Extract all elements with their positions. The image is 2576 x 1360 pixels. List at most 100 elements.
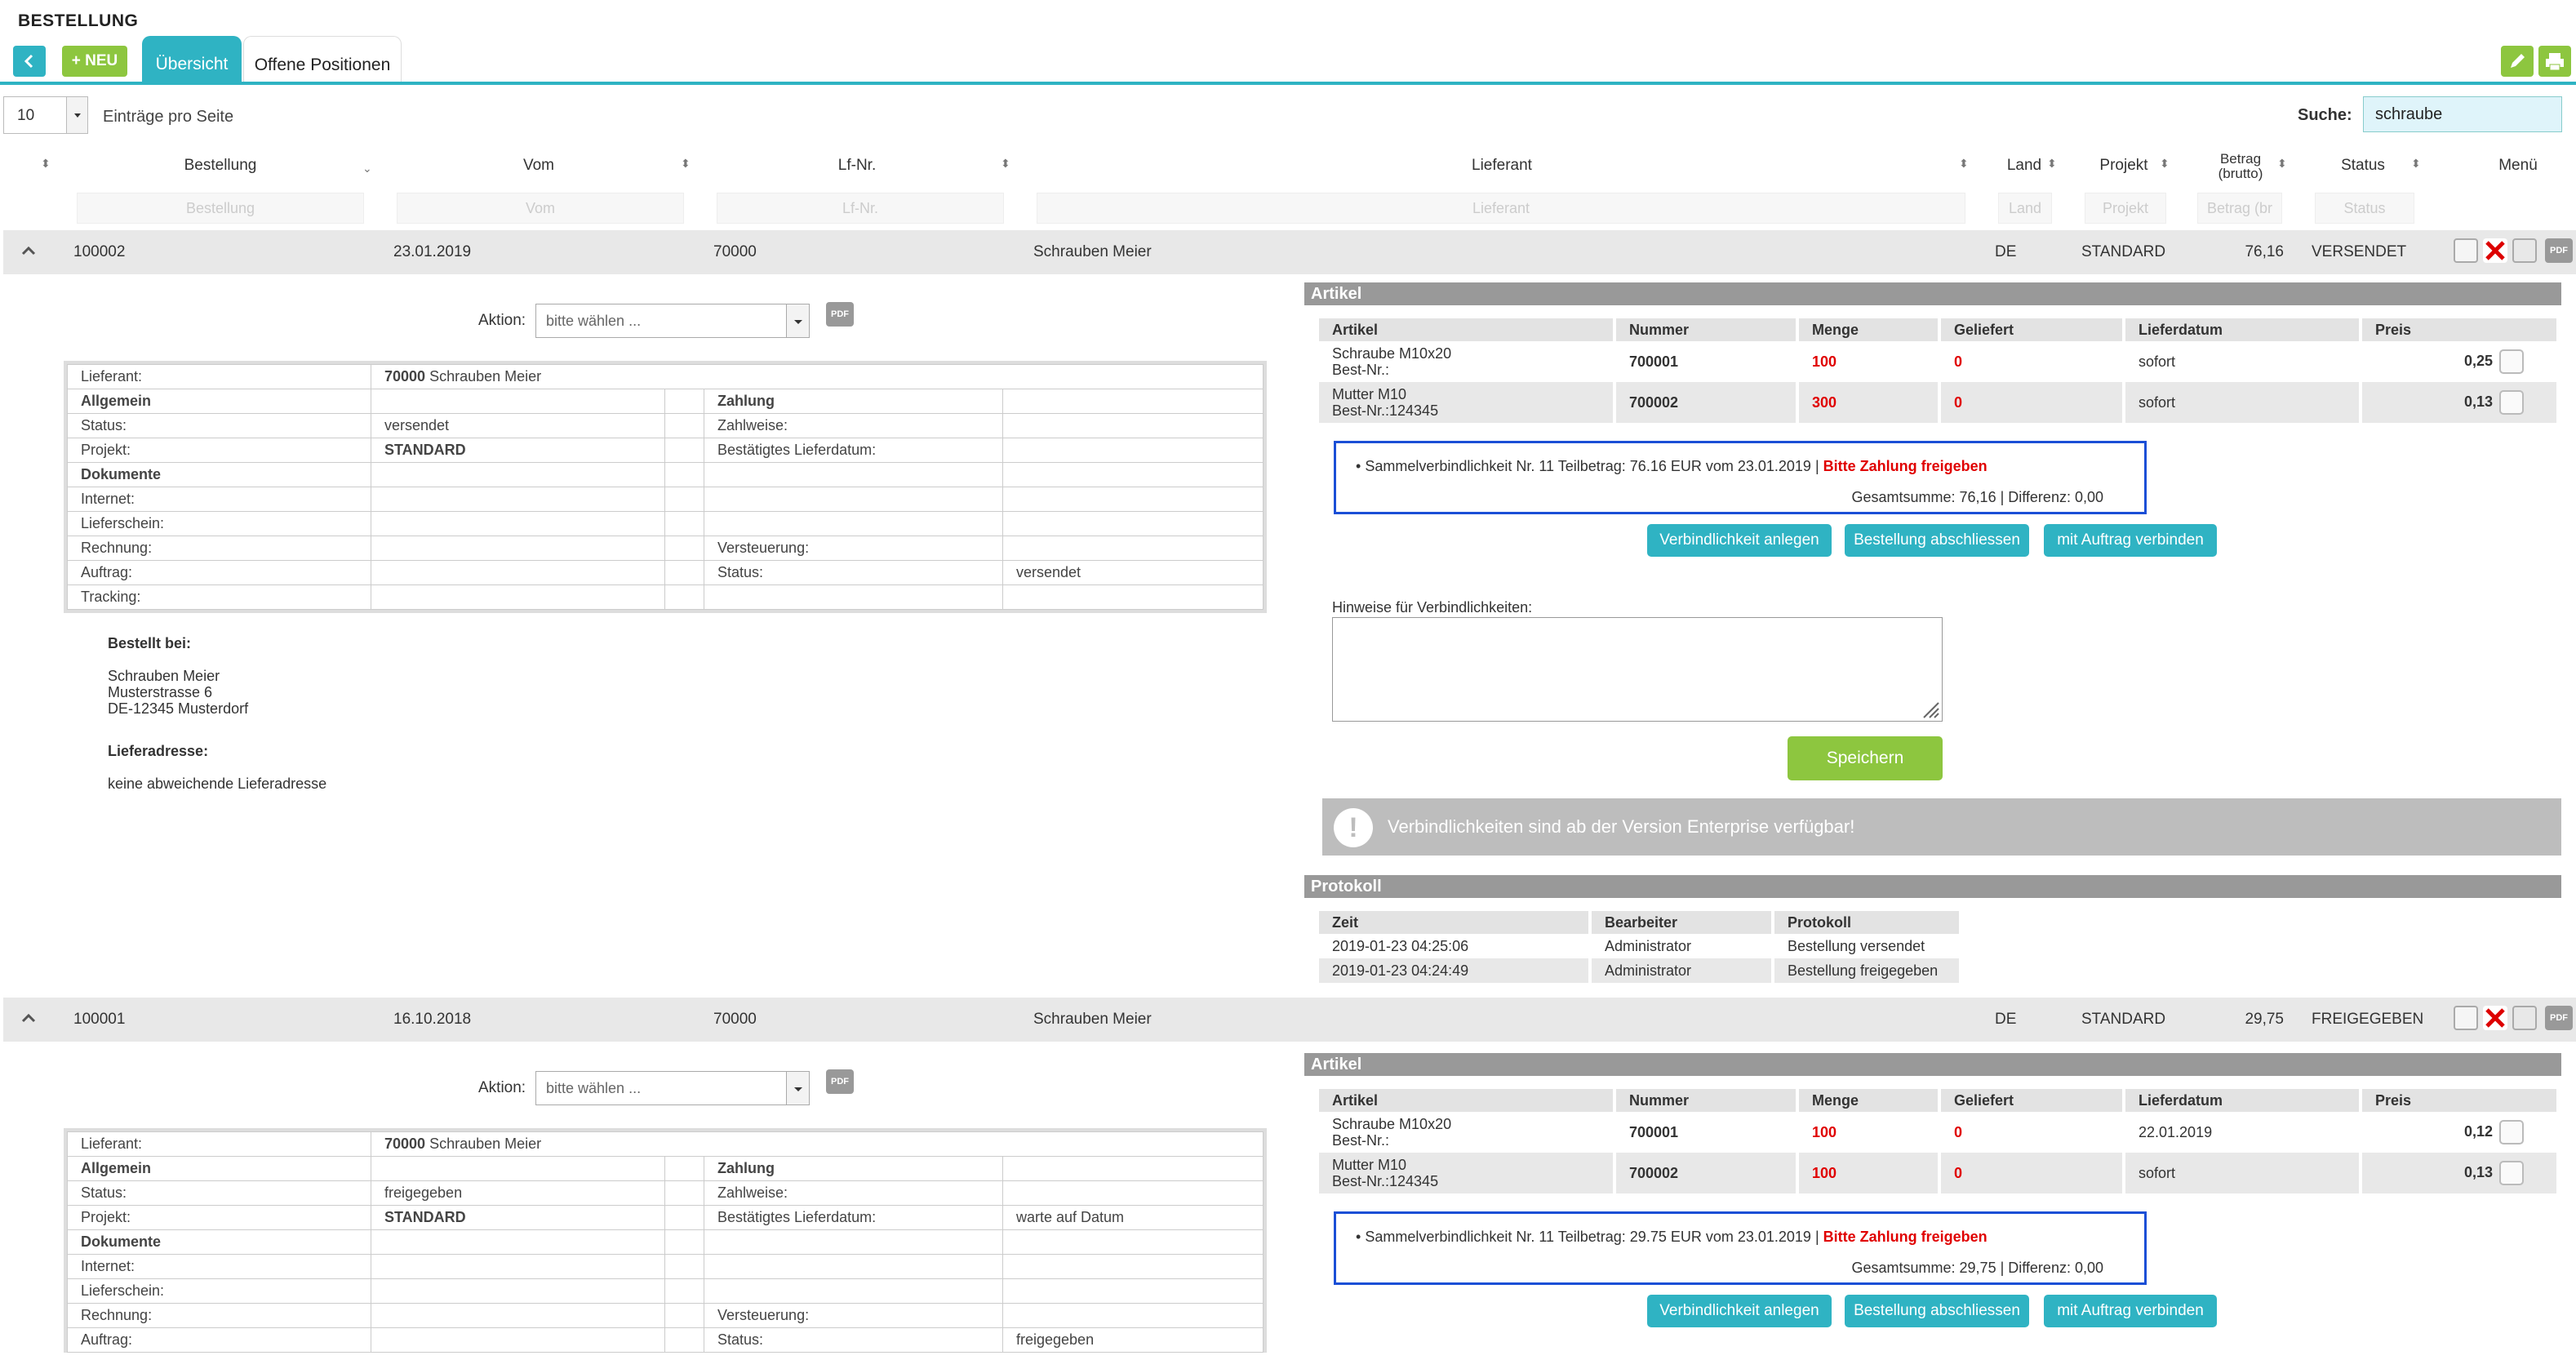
- cell-status: FREIGEGEBEN: [2312, 1011, 2424, 1028]
- cell-lieferant: Schrauben Meier: [1033, 1011, 1152, 1028]
- proto-bearbeiter: Administrator: [1590, 958, 1774, 983]
- cell-vom: 23.01.2019: [393, 243, 472, 260]
- per-page-select[interactable]: 10: [3, 96, 88, 134]
- section-dokumente: Dokumente: [67, 1229, 371, 1255]
- filter-lieferant[interactable]: Lieferant: [1037, 193, 1965, 224]
- sort-icon[interactable]: ⬍: [1001, 157, 1010, 170]
- info-label: Status:: [704, 1327, 1003, 1353]
- info-label: Lieferschein:: [67, 1278, 371, 1304]
- verbindlichkeit-anlegen-button[interactable]: Verbindlichkeit anlegen: [1647, 524, 1832, 557]
- filter-status[interactable]: Status: [2315, 193, 2414, 224]
- auftrag-verbinden-button[interactable]: mit Auftrag verbinden: [2044, 524, 2217, 557]
- edit-icon[interactable]: [2454, 238, 2478, 263]
- section-dokumente: Dokumente: [67, 462, 371, 487]
- tab-uebersicht[interactable]: Übersicht: [142, 36, 242, 83]
- cell-lieferant: Schrauben Meier: [1033, 243, 1152, 260]
- filter-lfnr[interactable]: Lf-Nr.: [717, 193, 1004, 224]
- back-button[interactable]: [13, 46, 46, 77]
- resize-handle-icon[interactable]: [1919, 698, 1940, 719]
- info-label: Auftrag:: [67, 1327, 371, 1353]
- table-row: Mutter M10 Best-Nr.:124345 700002 100 0 sofor…: [1319, 1153, 2560, 1193]
- edit-icon[interactable]: [2499, 349, 2524, 374]
- delete-icon[interactable]: [2483, 238, 2507, 263]
- th-bearbeiter: Bearbeiter: [1590, 911, 1774, 934]
- edit-icon[interactable]: [2499, 1161, 2524, 1185]
- copy-icon[interactable]: [2512, 238, 2537, 263]
- hint-textarea[interactable]: [1332, 617, 1943, 722]
- artikel-menge: 100: [1797, 1112, 1941, 1153]
- info-label: Rechnung:: [67, 536, 371, 561]
- collapse-icon[interactable]: [20, 1006, 38, 1034]
- info-label: Status:: [67, 413, 371, 438]
- info-value: warte auf Datum: [1002, 1205, 1264, 1230]
- auftrag-verbinden-button[interactable]: mit Auftrag verbinden: [2044, 1295, 2217, 1327]
- cell-betrag: 29,75: [2245, 1011, 2284, 1028]
- pdf-icon[interactable]: PDF: [2545, 238, 2573, 263]
- cell-projekt: STANDARD: [2081, 1011, 2166, 1028]
- artikel-bestnr: Best-Nr.:124345: [1332, 1173, 1439, 1189]
- sort-icon[interactable]: ⬍: [2047, 157, 2057, 170]
- pdf-icon[interactable]: PDF: [826, 302, 854, 327]
- edit-icon[interactable]: [2454, 1006, 2478, 1030]
- sort-icon[interactable]: ⬍: [1959, 157, 1969, 170]
- edit-icon[interactable]: [2499, 1120, 2524, 1144]
- sort-icon[interactable]: ⬍: [2277, 157, 2287, 170]
- th-protokoll: Protokoll: [1773, 911, 1962, 934]
- aktion-select[interactable]: bitte wählen ...: [535, 304, 810, 338]
- search-input[interactable]: [2363, 96, 2562, 132]
- info-label: Rechnung:: [67, 1303, 371, 1328]
- filter-projekt[interactable]: Projekt: [2085, 193, 2166, 224]
- info-label: Status:: [704, 560, 1003, 585]
- sort-desc-icon[interactable]: ⌄: [362, 162, 372, 175]
- col-status[interactable]: Status: [2341, 157, 2385, 174]
- filter-betrag[interactable]: Betrag (br: [2197, 193, 2282, 224]
- artikel-table: Artikel Nummer Menge Geliefert Lieferdatum Pr…: [1319, 1089, 2560, 1193]
- copy-icon[interactable]: [2512, 1006, 2537, 1030]
- bestellung-abschliessen-button[interactable]: Bestellung abschliessen: [1845, 524, 2029, 557]
- sort-icon[interactable]: ⬍: [2160, 157, 2170, 170]
- filter-bestellung[interactable]: Bestellung: [77, 193, 364, 224]
- th-menge: Menge: [1797, 1089, 1941, 1112]
- sort-icon[interactable]: ⬍: [2411, 157, 2421, 170]
- delete-icon[interactable]: [2483, 1006, 2507, 1030]
- info-value: versendet: [371, 413, 665, 438]
- print-button[interactable]: [2538, 46, 2571, 77]
- th-preis: Preis: [2361, 318, 2560, 341]
- col-land[interactable]: Land: [2006, 157, 2042, 174]
- col-lfnr[interactable]: Lf-Nr.: [837, 157, 877, 174]
- table-row: Mutter M10 Best-Nr.:124345 700002 300 0 sofor…: [1319, 382, 2560, 423]
- col-bestellung[interactable]: Bestellung: [184, 157, 257, 174]
- proto-text: Bestellung versendet: [1773, 934, 1962, 958]
- artikel-bestnr: Best-Nr.:: [1332, 1132, 1390, 1149]
- section-zahlung: Zahlung: [704, 1156, 1003, 1181]
- sort-icon[interactable]: ⬍: [41, 157, 51, 170]
- table-row[interactable]: [3, 230, 2576, 274]
- col-projekt[interactable]: Projekt: [2099, 157, 2148, 174]
- save-button[interactable]: Speichern: [1788, 736, 1943, 780]
- edit-button[interactable]: [2501, 46, 2534, 77]
- cell-bestellung: 100001: [73, 1011, 126, 1028]
- new-button[interactable]: + NEU: [62, 46, 127, 77]
- sort-icon[interactable]: ⬍: [681, 157, 691, 170]
- pdf-icon[interactable]: PDF: [826, 1069, 854, 1094]
- collapse-icon[interactable]: [20, 238, 38, 267]
- verbindlichkeit-anlegen-button[interactable]: Verbindlichkeit anlegen: [1647, 1295, 1832, 1327]
- col-betrag[interactable]: Betrag (brutto): [2218, 151, 2263, 181]
- verbindlichkeit-note: • Sammelverbindlichkeit Nr. 11 Teilbetra…: [1334, 441, 2147, 514]
- bestellung-abschliessen-button[interactable]: Bestellung abschliessen: [1845, 1295, 2029, 1327]
- col-vom[interactable]: Vom: [522, 157, 555, 174]
- edit-icon[interactable]: [2499, 390, 2524, 415]
- pdf-icon[interactable]: PDF: [2545, 1006, 2573, 1030]
- table-row[interactable]: [3, 998, 2576, 1042]
- th-geliefert: Geliefert: [1939, 1089, 2125, 1112]
- info-label: Internet:: [67, 487, 371, 512]
- aktion-select[interactable]: bitte wählen ...: [535, 1071, 810, 1105]
- col-lieferant[interactable]: Lieferant: [1472, 157, 1532, 174]
- artikel-header: Artikel: [1304, 282, 2561, 305]
- tab-offene-positionen[interactable]: Offene Positionen: [243, 36, 402, 83]
- chevron-down-icon: [66, 97, 87, 133]
- filter-land[interactable]: Land: [1998, 193, 2052, 224]
- filter-vom[interactable]: Vom: [397, 193, 684, 224]
- th-artikel: Artikel: [1319, 1089, 1616, 1112]
- info-value: versendet: [1002, 560, 1264, 585]
